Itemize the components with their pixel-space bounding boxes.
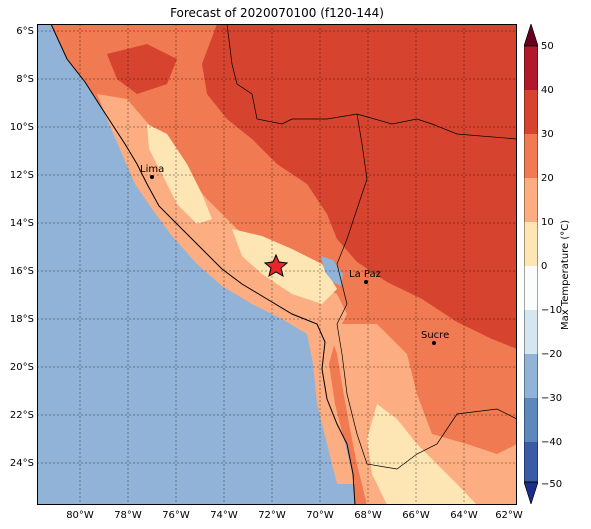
city-label-sucre: Sucre <box>421 330 449 341</box>
colorbar-band <box>524 90 538 134</box>
colorbar-tick: 40 <box>541 85 554 96</box>
colorbar-tick: 20 <box>541 173 554 184</box>
lat-tick: 16°S <box>9 266 34 277</box>
colorbar <box>524 24 538 504</box>
altiplano-patch <box>367 404 477 505</box>
colorbar-max-arrow <box>524 24 538 47</box>
colorbar-band <box>524 398 538 442</box>
colorbar-tick: 50 <box>541 41 554 52</box>
city-dot-la-paz <box>364 280 368 284</box>
colorbar-band <box>524 134 538 178</box>
lon-tick: 68°W <box>354 510 382 521</box>
colorbar-tick: −20 <box>541 349 563 360</box>
lat-tick: 10°S <box>9 122 34 133</box>
lon-tick: 74°W <box>210 510 238 521</box>
lat-tick: 8°S <box>16 74 34 85</box>
lon-tick: 64°W <box>450 510 478 521</box>
colorbar-band <box>524 354 538 398</box>
lon-tick: 80°W <box>66 510 94 521</box>
lat-tick: 12°S <box>9 170 34 181</box>
lon-tick: 66°W <box>402 510 430 521</box>
colorbar-band <box>524 442 538 482</box>
plateau-patch <box>147 124 212 224</box>
colorbar-band <box>524 310 538 354</box>
colorbar-band <box>524 46 538 90</box>
colorbar-tick: 30 <box>541 129 554 140</box>
city-label-la-paz: La Paz <box>349 269 381 280</box>
colorbar-tick: −40 <box>541 437 563 448</box>
lat-tick: 22°S <box>9 410 34 421</box>
coastline <box>50 24 356 505</box>
colorbar-tick: 10 <box>541 217 554 228</box>
colorbar-tick: −50 <box>541 479 563 490</box>
star-icon <box>263 253 289 278</box>
lat-tick: 24°S <box>9 458 34 469</box>
lon-tick: 72°W <box>258 510 286 521</box>
hot-patch-west <box>107 44 177 94</box>
coastal-band <box>97 94 355 484</box>
colorbar-band <box>524 266 538 310</box>
lon-tick: 78°W <box>114 510 142 521</box>
lon-tick: 70°W <box>306 510 334 521</box>
lat-tick: 6°S <box>16 26 34 37</box>
country-border <box>226 24 517 470</box>
colorbar-band <box>524 178 538 222</box>
colorbar-label: Max Temperature (°C) <box>560 219 571 330</box>
colorbar-tick: 0 <box>541 261 548 272</box>
plateau-patch-south <box>232 229 337 304</box>
colorbar-tick: −10 <box>541 305 563 316</box>
lat-tick: 18°S <box>9 314 34 325</box>
lake-titicaca <box>321 256 343 286</box>
temperature-map[interactable]: Lima La Paz Sucre <box>37 24 517 505</box>
hot-region <box>202 24 517 349</box>
map-title: Forecast of 2020070100 (f120-144) <box>170 6 384 20</box>
lon-tick: 76°W <box>162 510 190 521</box>
colorbar-tick: −30 <box>541 393 563 404</box>
colorbar-band <box>524 222 538 266</box>
city-label-lima: Lima <box>140 164 164 175</box>
city-dot-lima <box>150 175 154 179</box>
city-dot-sucre <box>432 341 436 345</box>
lon-tick: 62°W <box>495 510 523 521</box>
lat-tick: 14°S <box>9 218 34 229</box>
lat-tick: 20°S <box>9 362 34 373</box>
colorbar-min-arrow <box>524 481 538 504</box>
